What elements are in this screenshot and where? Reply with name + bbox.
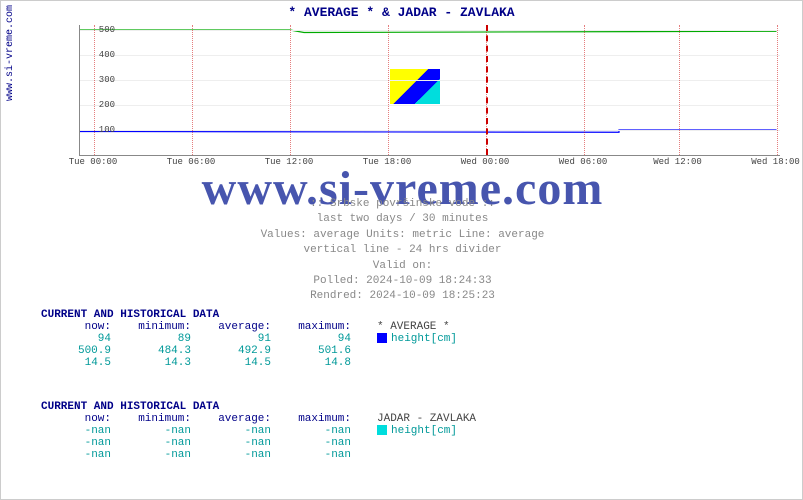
table-heading: CURRENT AND HISTORICAL DATA <box>41 309 467 321</box>
caption-block: :: Srbske površinske vode ::last two day… <box>1 197 803 305</box>
table-cell: -nan <box>121 425 201 437</box>
table-cell: 484.3 <box>121 345 201 357</box>
chart-lines <box>80 25 780 155</box>
data-table-1: CURRENT AND HISTORICAL DATAnow:minimum:a… <box>41 309 467 369</box>
x-gridline <box>94 25 95 155</box>
table-cell: -nan <box>201 449 281 461</box>
unit-label: height[cm] <box>391 333 457 345</box>
table-cell: 89 <box>121 333 201 345</box>
data-table: now:minimum:average:maximum: JADAR - ZAV… <box>41 413 486 461</box>
table-cell: -nan <box>41 449 121 461</box>
caption-line: Valid on: <box>1 259 803 274</box>
color-swatch <box>377 333 387 343</box>
row-label <box>361 437 486 449</box>
x-gridline <box>584 25 585 155</box>
x-gridline <box>777 25 778 155</box>
table-cell: -nan <box>121 449 201 461</box>
row-label: height[cm] <box>361 425 486 437</box>
x-tick-label: Wed 18:00 <box>751 157 800 167</box>
x-tick-label: Tue 12:00 <box>265 157 314 167</box>
table-cell: 14.5 <box>201 357 281 369</box>
gridline <box>80 130 780 131</box>
x-gridline <box>388 25 389 155</box>
caption-line: Values: average Units: metric Line: aver… <box>1 228 803 243</box>
x-tick-label: Wed 00:00 <box>461 157 510 167</box>
row-label: height[cm] <box>361 333 467 345</box>
table-cell: 94 <box>41 333 121 345</box>
y-tick-label: 300 <box>75 75 115 85</box>
table-cell: -nan <box>201 437 281 449</box>
caption-line: Rendred: 2024-10-09 18:25:23 <box>1 289 803 304</box>
table-heading: CURRENT AND HISTORICAL DATA <box>41 401 486 413</box>
y-tick-label: 100 <box>75 125 115 135</box>
table-cell: -nan <box>201 425 281 437</box>
day-divider <box>486 25 488 155</box>
table-cell: -nan <box>41 437 121 449</box>
x-gridline <box>679 25 680 155</box>
y-tick-label: 500 <box>75 25 115 35</box>
table-cell: -nan <box>121 437 201 449</box>
table-cell: 91 <box>201 333 281 345</box>
y-axis-label: www.si-vreme.com <box>5 5 16 101</box>
x-tick-label: Tue 06:00 <box>167 157 216 167</box>
table-row: 94899194height[cm] <box>41 333 467 345</box>
table-row: 14.514.314.514.8 <box>41 357 467 369</box>
table-cell: 492.9 <box>201 345 281 357</box>
table-cell: -nan <box>41 425 121 437</box>
caption-line: Polled: 2024-10-09 18:24:33 <box>1 274 803 289</box>
column-header: maximum: <box>281 321 361 333</box>
table-cell: 14.5 <box>41 357 121 369</box>
table-row: 500.9484.3492.9501.6 <box>41 345 467 357</box>
column-header: minimum: <box>121 413 201 425</box>
table-cell: 14.3 <box>121 357 201 369</box>
chart-title: * AVERAGE * & JADAR - ZAVLAKA <box>1 1 802 22</box>
x-tick-label: Tue 18:00 <box>363 157 412 167</box>
chart-area: 100 200 300 400 500 Tue 00:00 Tue 06:00 Tue 12:… <box>49 25 789 175</box>
table-cell: 501.6 <box>281 345 361 357</box>
gridline <box>80 30 780 31</box>
data-table-2: CURRENT AND HISTORICAL DATAnow:minimum:a… <box>41 401 486 461</box>
x-tick-label: Wed 06:00 <box>559 157 608 167</box>
x-tick-label: Wed 12:00 <box>653 157 702 167</box>
column-header: maximum: <box>281 413 361 425</box>
color-swatch <box>377 425 387 435</box>
data-table: now:minimum:average:maximum: * AVERAGE *… <box>41 321 467 369</box>
plot-region <box>79 25 780 156</box>
caption-line: vertical line - 24 hrs divider <box>1 243 803 258</box>
gridline <box>80 55 780 56</box>
column-header: average: <box>201 321 281 333</box>
table-row: -nan-nan-nan-nanheight[cm] <box>41 425 486 437</box>
column-header: now: <box>41 321 121 333</box>
y-tick-label: 400 <box>75 50 115 60</box>
column-header: average: <box>201 413 281 425</box>
unit-label: height[cm] <box>391 425 457 437</box>
row-label <box>361 449 486 461</box>
caption-line: last two days / 30 minutes <box>1 212 803 227</box>
x-gridline <box>290 25 291 155</box>
caption-line: :: Srbske površinske vode :: <box>1 197 803 212</box>
table-cell: -nan <box>281 425 361 437</box>
table-cell: -nan <box>281 449 361 461</box>
y-tick-label: 200 <box>75 100 115 110</box>
x-gridline <box>192 25 193 155</box>
x-tick-label: Tue 00:00 <box>69 157 118 167</box>
row-label <box>361 357 467 369</box>
table-row: -nan-nan-nan-nan <box>41 449 486 461</box>
table-cell: 500.9 <box>41 345 121 357</box>
row-label <box>361 345 467 357</box>
table-cell: -nan <box>281 437 361 449</box>
column-header: now: <box>41 413 121 425</box>
table-row: -nan-nan-nan-nan <box>41 437 486 449</box>
series-label: * AVERAGE * <box>361 321 467 333</box>
series-label: JADAR - ZAVLAKA <box>361 413 486 425</box>
table-cell: 94 <box>281 333 361 345</box>
gridline <box>80 105 780 106</box>
gridline <box>80 80 780 81</box>
table-cell: 14.8 <box>281 357 361 369</box>
column-header: minimum: <box>121 321 201 333</box>
